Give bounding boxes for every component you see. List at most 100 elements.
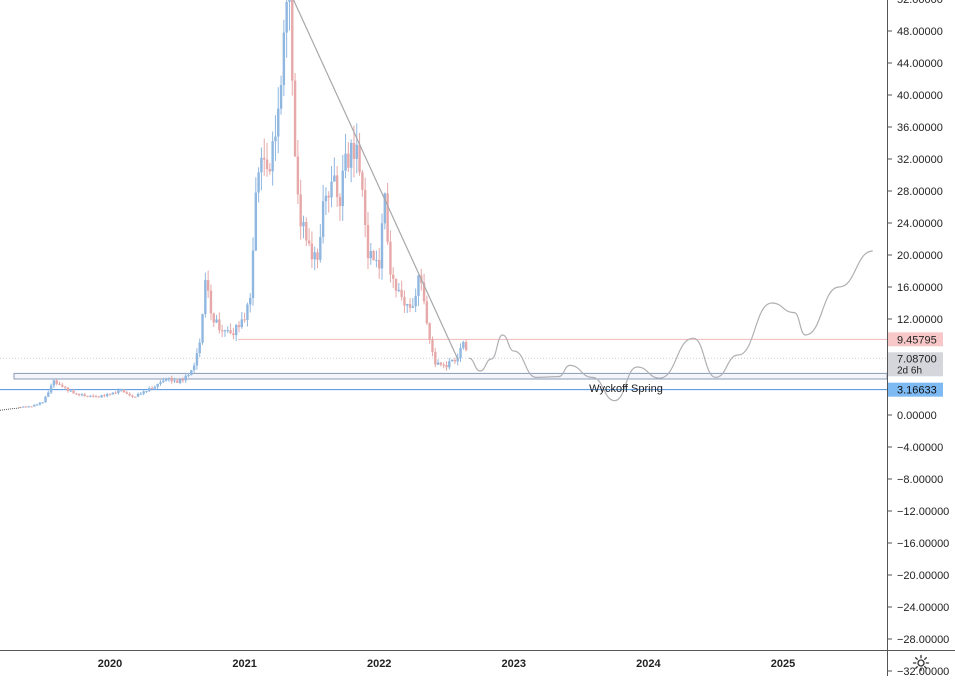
candle-body xyxy=(327,195,330,198)
y-tick-label: −28.00000 xyxy=(897,634,949,646)
candle-body xyxy=(333,175,336,182)
candle-body xyxy=(254,192,258,251)
candle-body xyxy=(305,221,308,241)
y-tick-label: 40.00000 xyxy=(897,90,943,102)
price-label-bg xyxy=(888,382,943,397)
candle-body xyxy=(375,259,378,261)
candle-body xyxy=(277,108,280,137)
candle-body xyxy=(49,385,53,393)
candle-body xyxy=(408,304,412,308)
candle-body xyxy=(198,342,201,354)
price-label: 3.16633 xyxy=(897,385,937,397)
candle-body xyxy=(19,407,22,408)
candle-body xyxy=(380,223,384,269)
candle-body xyxy=(282,32,286,86)
y-tick-label: 44.00000 xyxy=(897,58,943,70)
candle-body xyxy=(97,396,100,398)
y-tick-label: −12.00000 xyxy=(897,506,949,518)
candle-body xyxy=(94,396,98,398)
candle-body xyxy=(366,224,370,259)
candle-body xyxy=(341,170,344,207)
candle-body xyxy=(428,323,431,340)
y-tick-label: 16.00000 xyxy=(897,282,943,294)
candle-body xyxy=(352,142,356,159)
candle-body xyxy=(66,387,70,391)
candle-body xyxy=(206,280,210,291)
candle-body xyxy=(268,169,272,172)
candle-body xyxy=(232,333,235,336)
candle-body xyxy=(363,189,367,225)
candle-body xyxy=(170,377,173,382)
candle-body xyxy=(243,319,246,321)
x-tick-label: 2022 xyxy=(367,658,391,670)
trendline-line xyxy=(292,0,459,360)
candle-body xyxy=(425,301,429,324)
projection-layer xyxy=(292,0,873,402)
candle-body xyxy=(156,383,159,387)
candle-body xyxy=(324,195,328,202)
y-tick-label: −8.00000 xyxy=(897,474,943,486)
candle-body xyxy=(58,383,61,385)
candle-body xyxy=(330,181,333,198)
candle-body xyxy=(400,289,403,297)
candle-body xyxy=(103,395,106,397)
candle-body xyxy=(41,402,44,404)
y-tick-label: 32.00000 xyxy=(897,154,943,166)
x-tick-label: 2024 xyxy=(636,658,661,670)
candle-body xyxy=(61,384,64,387)
candle-body xyxy=(148,388,151,392)
candle-body xyxy=(220,330,224,332)
candle-body xyxy=(439,362,443,365)
candle-body xyxy=(69,390,72,392)
candle-body xyxy=(162,380,165,383)
candle-body xyxy=(450,359,454,362)
candle-body xyxy=(35,404,39,406)
candle-body xyxy=(128,393,131,396)
candle-body xyxy=(464,342,468,351)
candle-body xyxy=(218,319,221,331)
candle-body xyxy=(223,330,227,332)
candle-body xyxy=(383,193,387,224)
y-axis-ticks: 52.00000 48.00000 44.00000 40.00000 36.00000… xyxy=(887,0,949,678)
candle-body xyxy=(369,251,372,259)
candle-body xyxy=(153,386,157,389)
candle-body xyxy=(181,379,185,381)
candle-body xyxy=(462,342,465,348)
candle-body xyxy=(372,251,375,261)
x-tick-label: 2023 xyxy=(502,658,526,670)
candle-body xyxy=(291,0,294,81)
candle-body xyxy=(89,395,92,397)
candle-body xyxy=(344,153,347,171)
candle-body xyxy=(302,221,305,227)
y-tick-label: 24.00000 xyxy=(897,218,943,230)
candle-body xyxy=(215,319,218,323)
candle-body xyxy=(263,157,266,160)
settings-button[interactable] xyxy=(887,650,955,676)
candle-body xyxy=(159,382,162,384)
y-tick-label: −20.00000 xyxy=(897,570,949,582)
candle-body xyxy=(361,172,364,190)
candle-body xyxy=(310,243,314,260)
candle-body xyxy=(271,141,274,172)
candle-body xyxy=(436,362,440,365)
y-tick-label: −4.00000 xyxy=(897,442,943,454)
candle-body xyxy=(178,379,182,383)
candle-body xyxy=(201,314,204,343)
candle-body xyxy=(240,319,243,328)
candle-body xyxy=(288,0,291,2)
candle-body xyxy=(249,297,252,305)
candle-body xyxy=(448,361,451,368)
candle-body xyxy=(111,392,115,395)
candle-body xyxy=(355,144,358,159)
candle-body xyxy=(347,153,350,168)
y-tick-label: 36.00000 xyxy=(897,122,943,134)
price-label-bg xyxy=(888,332,943,347)
candle-body xyxy=(392,274,395,279)
candle-body xyxy=(246,304,249,321)
candle-body xyxy=(414,295,417,307)
candle-body xyxy=(91,395,95,397)
candle-body xyxy=(378,259,381,269)
x-tick-label: 2025 xyxy=(771,658,795,670)
